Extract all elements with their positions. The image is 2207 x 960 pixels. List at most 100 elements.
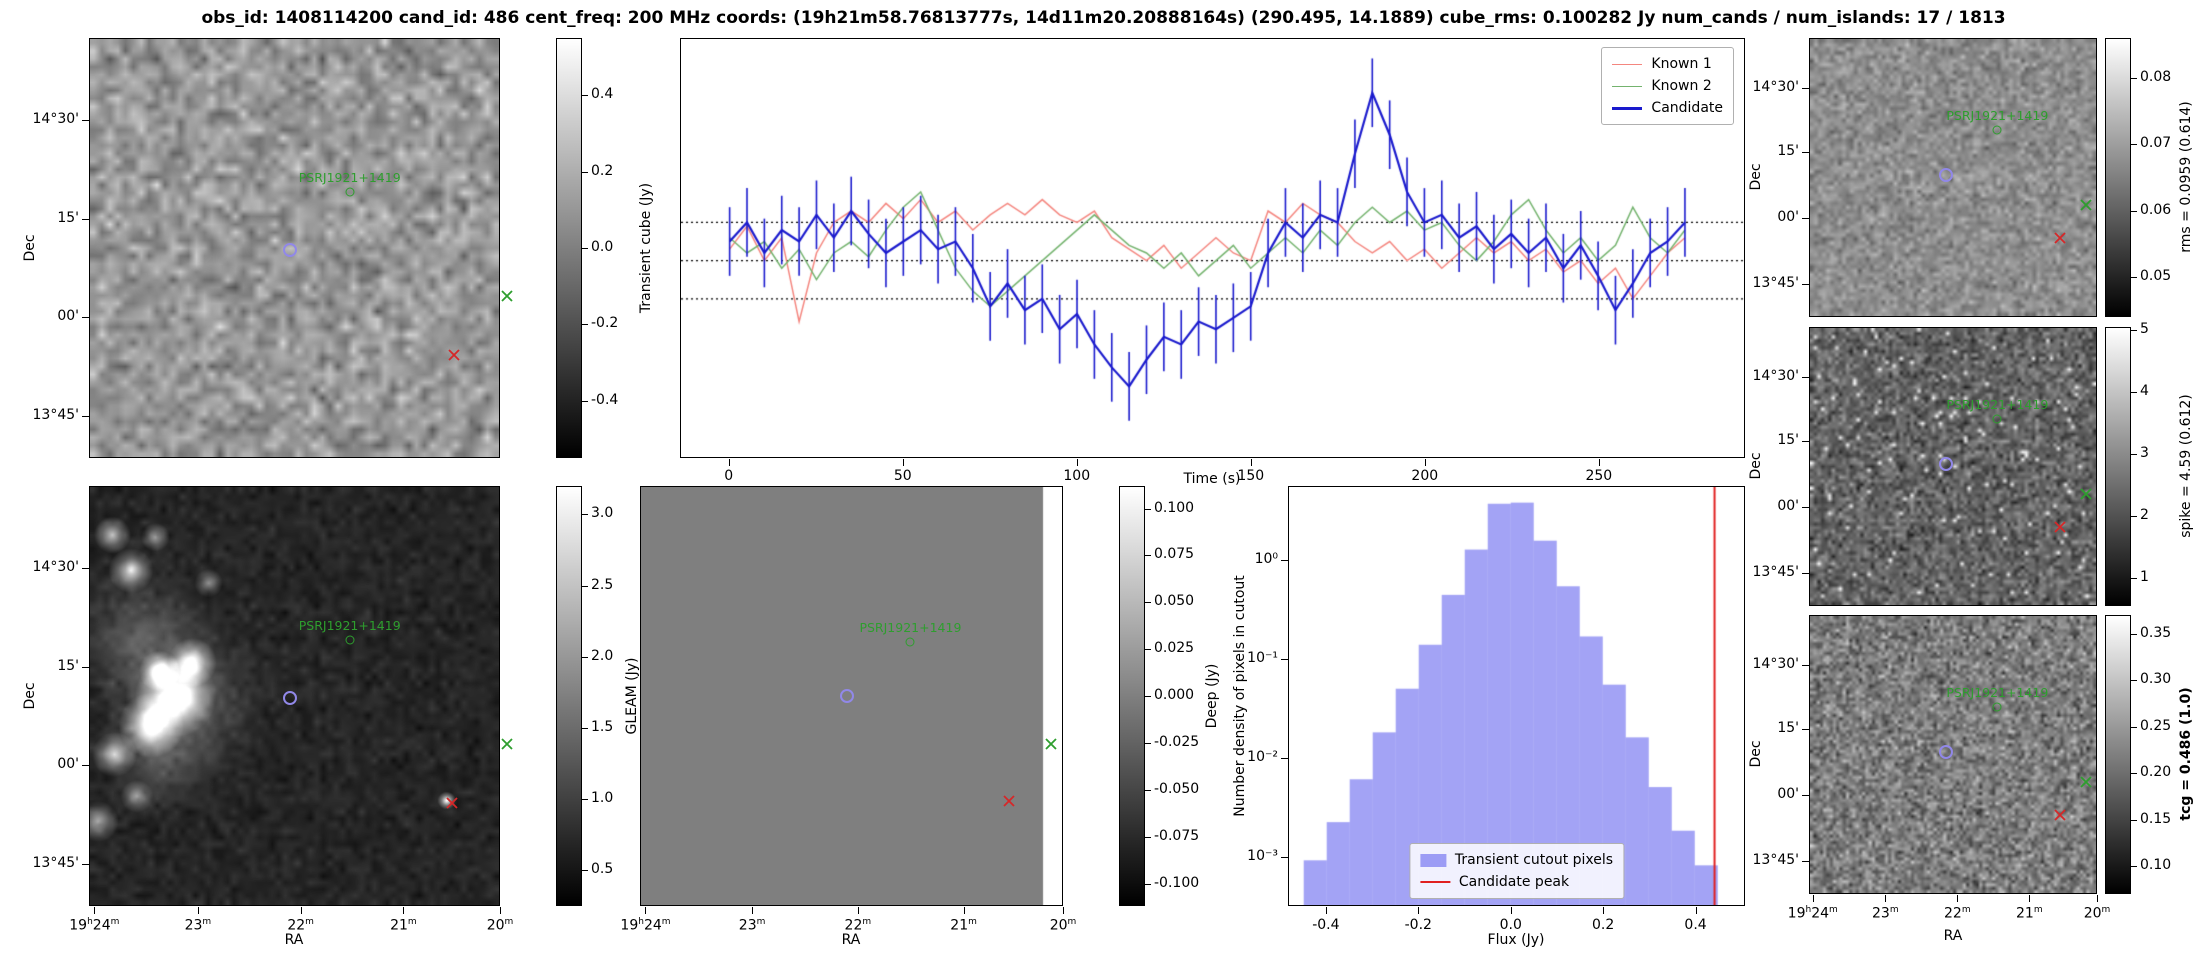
colorbar-tick-label: -0.025 — [1154, 733, 1200, 750]
legend-label: Transient cutout pixels — [1454, 852, 1614, 868]
time-tickmark — [902, 459, 904, 466]
ra-tick-label: 20m — [1049, 917, 1077, 934]
colorbar-tickmark — [2131, 819, 2137, 821]
colorbar-tick-label: 0.050 — [1154, 593, 1195, 610]
histogram-panel: Transient cutout pixels Candidate peak — [1288, 486, 1745, 906]
dec-tick-label: 15' — [1777, 720, 1799, 737]
histogram-ylabel: Number density of pixels in cutout — [1232, 575, 1248, 817]
dec-tick-label: 00' — [57, 756, 79, 773]
density-tickmark — [1281, 658, 1288, 660]
colorbar-tick-label: 0.5 — [591, 861, 614, 878]
ra-tick-label: 21m — [390, 917, 417, 934]
dec-tickmark — [1802, 506, 1809, 508]
ra-tickmark — [857, 907, 859, 914]
colorbar-tick-label: 2.5 — [591, 576, 614, 593]
ra-axis-label: RA — [841, 932, 861, 948]
known-source-x-marker — [501, 738, 513, 750]
page-title: obs_id: 1408114200 cand_id: 486 cent_fre… — [201, 8, 2006, 28]
colorbar-tickmark — [1145, 508, 1151, 510]
time-tick-label: 50 — [893, 468, 912, 484]
candidate-peak-legend-swatch — [1419, 881, 1450, 883]
legend-label: Candidate peak — [1458, 874, 1570, 890]
colorbar-tickmark — [2131, 77, 2137, 79]
colorbar-tick-label: 3.0 — [591, 505, 614, 522]
legend-label: Known 1 — [1651, 56, 1712, 72]
ra-tick-label: 20m — [2083, 905, 2111, 922]
ra-tick-label: 22m — [1944, 905, 1971, 922]
spike-cutout-image — [1810, 328, 2096, 605]
tcg-markers-overlay: PSRJ1921+1419 — [1810, 616, 2096, 893]
known-pulsar-marker — [905, 637, 915, 647]
deep-colorbar-label: Deep (Jy) — [1204, 663, 1220, 729]
colorbar-tick-label: -0.050 — [1154, 780, 1200, 797]
colorbar-tickmark — [582, 585, 588, 587]
colorbar-tick-label: 0.025 — [1154, 640, 1195, 657]
colorbar-tickmark — [1145, 602, 1151, 604]
gleam-cutout-panel: PSRJ1921+1419 — [89, 486, 513, 906]
dec-tick-label: 13°45' — [32, 407, 79, 423]
colorbar-tick-label: 3 — [2140, 445, 2149, 462]
tcg-cutout-image — [1810, 616, 2096, 893]
dec-tickmark — [82, 119, 89, 121]
dec-tickmark — [82, 317, 89, 319]
dec-tick-label: 15' — [57, 209, 79, 226]
candidate-position-marker — [840, 689, 855, 703]
colorbar-tickmark — [582, 248, 588, 249]
transient-markers-overlay: PSRJ1921+1419 — [90, 39, 513, 457]
colorbar-tick-label: -0.2 — [591, 315, 619, 332]
colorbar-tickmark — [2131, 726, 2137, 728]
ra-tickmark — [1957, 895, 1959, 902]
candidate-legend-swatch — [1612, 106, 1643, 110]
dec-tick-label: 13°45' — [32, 855, 79, 871]
rms-colorbar-label: rms = 0.0959 (0.614) — [2178, 101, 2194, 253]
known-pulsar-label: PSRJ1921+1419 — [1946, 397, 2049, 413]
colorbar-tickmark — [2131, 680, 2137, 682]
legend-entry: Candidate — [1612, 97, 1723, 119]
colorbar-tickmark — [582, 799, 588, 801]
candidate-position-marker — [1938, 167, 1953, 182]
dec-tickmark — [1802, 665, 1809, 667]
dec-tickmark — [1802, 217, 1809, 219]
colorbar-tickmark — [582, 656, 588, 658]
dec-tick-label: 00' — [1777, 208, 1799, 225]
colorbar-tickmark — [2131, 144, 2137, 146]
histogram-xlabel: Flux (Jy) — [1487, 932, 1545, 948]
spike-colorbar — [2105, 327, 2131, 606]
dec-axis-label: Dec — [22, 234, 38, 262]
candidate-position-marker — [1938, 456, 1953, 471]
colorbar-tickmark — [582, 95, 588, 97]
colorbar-tick-label: 0.075 — [1154, 546, 1195, 563]
colorbar-tickmark — [2131, 516, 2137, 518]
colorbar-tickmark — [582, 728, 588, 730]
colorbar-tick-label: 0.2 — [591, 162, 614, 179]
colorbar-tick-label: 1.0 — [591, 790, 614, 807]
known-pulsar-marker — [345, 635, 355, 645]
colorbar-tick-label: 4 — [2140, 383, 2149, 400]
colorbar-tickmark — [2131, 578, 2137, 580]
gleam-colorbar — [556, 486, 582, 906]
known-1-legend-swatch — [1612, 63, 1643, 65]
ra-tickmark — [197, 907, 199, 914]
colorbar-tickmark — [2131, 330, 2137, 332]
colorbar-tick-label: -0.075 — [1154, 827, 1200, 844]
dec-tickmark — [1802, 377, 1809, 379]
dec-tick-label: 00' — [1777, 497, 1799, 514]
spike-colorbar-label: spike = 4.59 (0.612) — [2178, 394, 2194, 538]
time-tickmark — [1250, 459, 1252, 466]
known-pulsar-marker — [1992, 702, 2002, 712]
tcg-colorbar — [2105, 615, 2131, 894]
dec-tick-label: 15' — [1777, 143, 1799, 160]
deep-cutout-panel: PSRJ1921+1419 — [640, 486, 1063, 906]
colorbar-tickmark — [582, 514, 588, 516]
colorbar-tickmark — [1145, 555, 1151, 557]
dec-tickmark — [1802, 152, 1809, 154]
time-tick-label: 0 — [724, 468, 734, 484]
dec-tick-label: 00' — [1777, 785, 1799, 802]
colorbar-tickmark — [582, 171, 588, 173]
dec-tickmark — [82, 765, 89, 767]
flagged-source-x-marker — [1003, 794, 1016, 807]
colorbar-tick-label: 0.000 — [1154, 687, 1195, 703]
colorbar-tickmark — [2131, 392, 2137, 394]
colorbar-tick-label: 1 — [2140, 569, 2149, 586]
